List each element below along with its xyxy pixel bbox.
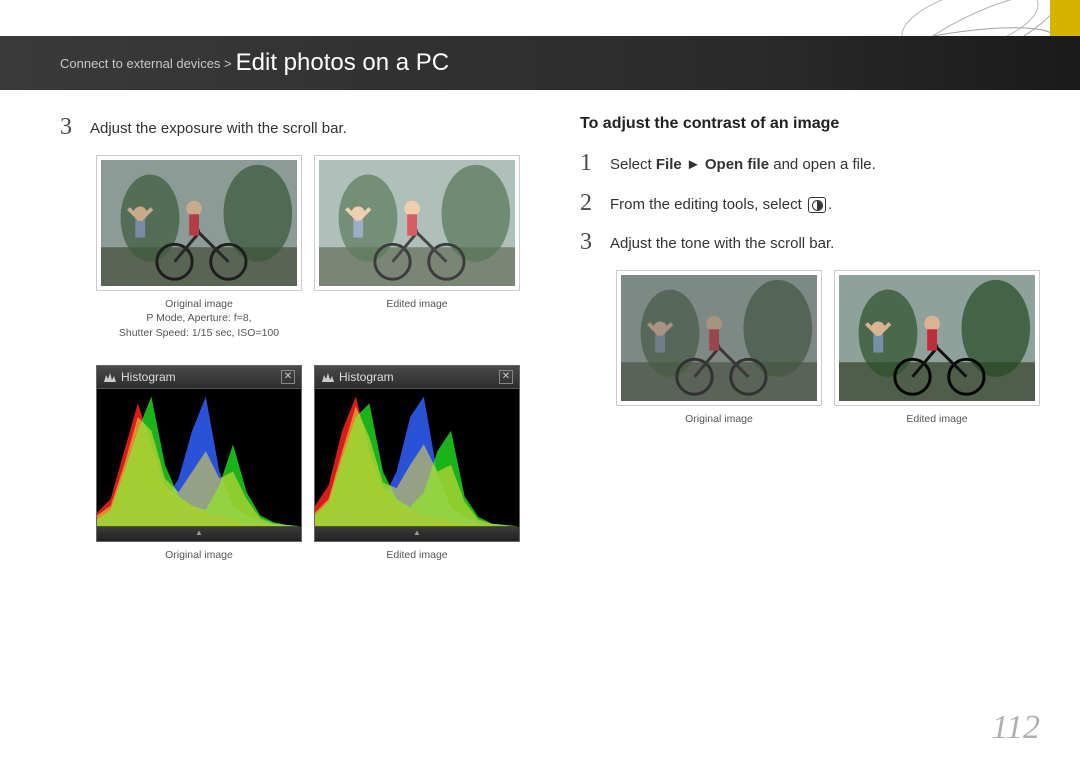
original-caption: Original image P Mode, Aperture: f=8, Sh…: [96, 297, 302, 341]
step-text: From the editing tools, select .: [610, 191, 832, 217]
step-number: 3: [60, 115, 76, 139]
right-step-3: 3 Adjust the tone with the scroll bar.: [580, 230, 1040, 256]
page-title: Edit photos on a PC: [236, 49, 449, 77]
histogram-icon: [103, 371, 117, 383]
edited-photo-box: Edited image: [834, 270, 1040, 427]
step-text: Adjust the exposure with the scroll bar.: [90, 115, 347, 141]
step-text: Select File ► Open file and open a file.: [610, 151, 876, 177]
close-icon[interactable]: ✕: [499, 370, 513, 384]
page-number: 112: [992, 709, 1040, 747]
edited-histogram-box: Histogram ✕ Edited image: [314, 365, 520, 563]
histogram-icon: [321, 371, 335, 383]
edited-photo: [314, 155, 520, 291]
close-icon[interactable]: ✕: [281, 370, 295, 384]
photo-comparison-pair: Original image P Mode, Aperture: f=8, Sh…: [96, 155, 520, 341]
edited-photo: [834, 270, 1040, 406]
right-step-2: 2 From the editing tools, select .: [580, 191, 1040, 217]
histogram-title: Histogram: [103, 370, 176, 384]
contrast-tool-icon: [808, 197, 826, 213]
histogram-panel: Histogram ✕: [96, 365, 302, 542]
step-number: 2: [580, 191, 596, 215]
histogram-caption: Edited image: [314, 548, 520, 563]
step-number: 1: [580, 151, 596, 175]
contrast-photo-pair: Original image Edited image: [616, 270, 1040, 427]
histogram-pair: Histogram ✕ Original image: [96, 365, 520, 563]
histogram-panel: Histogram ✕: [314, 365, 520, 542]
histogram-title: Histogram: [321, 370, 394, 384]
edited-photo-box: Edited image: [314, 155, 520, 341]
right-column: To adjust the contrast of an image 1 Sel…: [580, 115, 1040, 568]
step-text: Adjust the tone with the scroll bar.: [610, 230, 834, 256]
section-title: To adjust the contrast of an image: [580, 115, 1040, 133]
left-step-3: 3 Adjust the exposure with the scroll ba…: [60, 115, 520, 141]
original-caption: Original image: [616, 412, 822, 427]
original-histogram-box: Histogram ✕ Original image: [96, 365, 302, 563]
breadcrumb: Connect to external devices >: [60, 56, 232, 71]
histogram-caption: Original image: [96, 548, 302, 563]
left-column: 3 Adjust the exposure with the scroll ba…: [60, 115, 520, 568]
right-step-1: 1 Select File ► Open file and open a fil…: [580, 151, 1040, 177]
original-photo: [96, 155, 302, 291]
original-photo: [616, 270, 822, 406]
original-photo-box: Original image P Mode, Aperture: f=8, Sh…: [96, 155, 302, 341]
edited-caption: Edited image: [314, 297, 520, 312]
edited-caption: Edited image: [834, 412, 1040, 427]
original-photo-box: Original image: [616, 270, 822, 427]
header-band: Connect to external devices > Edit photo…: [0, 36, 1080, 90]
step-number: 3: [580, 230, 596, 254]
